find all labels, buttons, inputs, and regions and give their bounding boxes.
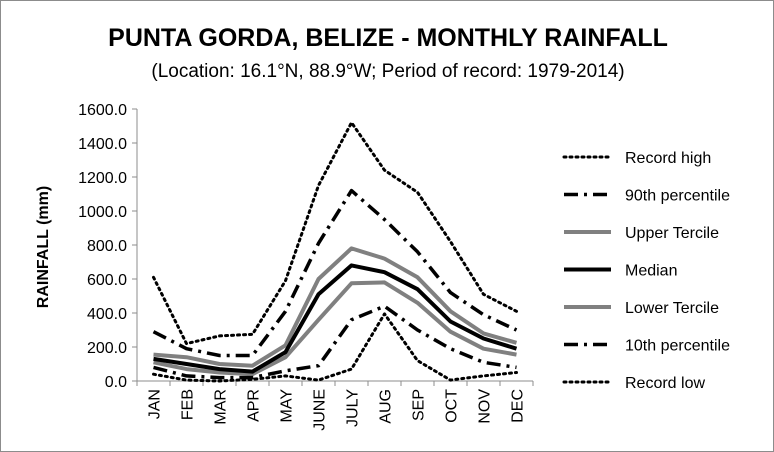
y-tick-label: 600.0 xyxy=(87,272,127,289)
series-line-upper-tercile xyxy=(153,246,518,368)
legend-label-median: Median xyxy=(625,263,677,280)
y-tick-label: 1600.0 xyxy=(78,102,127,119)
y-tick-label: 1200.0 xyxy=(78,170,127,187)
series-line-median xyxy=(153,263,518,374)
y-tick-label: 1000.0 xyxy=(78,204,127,221)
x-tick-label: JULY xyxy=(345,389,362,427)
legend-label-record-low: Record low xyxy=(625,375,705,392)
y-tick-labels: 0.0 200.0 400.0 600.0 800.0 1000.0 1200.0 1400.… xyxy=(78,102,127,391)
y-tick-label: 1400.0 xyxy=(78,136,127,153)
y-tick-label: 200.0 xyxy=(87,340,127,357)
y-tick-label: 0.0 xyxy=(105,374,127,391)
x-tick-label: JUNE xyxy=(312,389,329,431)
series-line-90th-percentile xyxy=(152,188,518,358)
legend-label-upper-tercile: Upper Tercile xyxy=(625,225,719,242)
x-tick-label: MAY xyxy=(279,389,296,423)
x-tick-label: DEC xyxy=(510,389,527,423)
series-line-record-low xyxy=(152,312,518,383)
x-tick-label: NOV xyxy=(477,389,494,424)
chart-subtitle: (Location: 16.1°N, 88.9°W; Period of rec… xyxy=(151,61,624,82)
x-tick-label: OCT xyxy=(444,389,461,423)
y-tick-label: 400.0 xyxy=(87,306,127,323)
legend-label-10th-percentile: 10th percentile xyxy=(625,338,730,355)
legend-label-90th-percentile: 90th percentile xyxy=(625,188,730,205)
x-tick-label: FEB xyxy=(180,389,197,420)
series-line-lower-tercile xyxy=(153,280,517,377)
x-tick-label: SEP xyxy=(411,389,428,421)
legend-label-record-high: Record high xyxy=(625,150,711,167)
x-tick-label: APR xyxy=(246,389,263,422)
chart-title: PUNTA GORDA, BELIZE - MONTHLY RAINFALL xyxy=(108,24,668,52)
legend-label-lower-tercile: Lower Tercile xyxy=(625,300,719,317)
x-tick-label: MAR xyxy=(213,389,230,425)
x-tick-label: JAN xyxy=(147,389,164,419)
series-lines xyxy=(152,121,518,383)
series-line-record-high xyxy=(152,121,518,346)
x-tick-label: AUG xyxy=(378,389,395,424)
x-tick-labels: JAN FEB MAR APR MAY JUNE JULY AUG SEP OCT NOV DEC xyxy=(147,389,527,431)
legend: Record high 90th percentile Upper Tercile M… xyxy=(562,150,730,392)
y-axis-label: RAINFALL (mm) xyxy=(35,186,52,308)
series-line-10th-percentile xyxy=(153,304,517,380)
y-tick-label: 800.0 xyxy=(87,238,127,255)
